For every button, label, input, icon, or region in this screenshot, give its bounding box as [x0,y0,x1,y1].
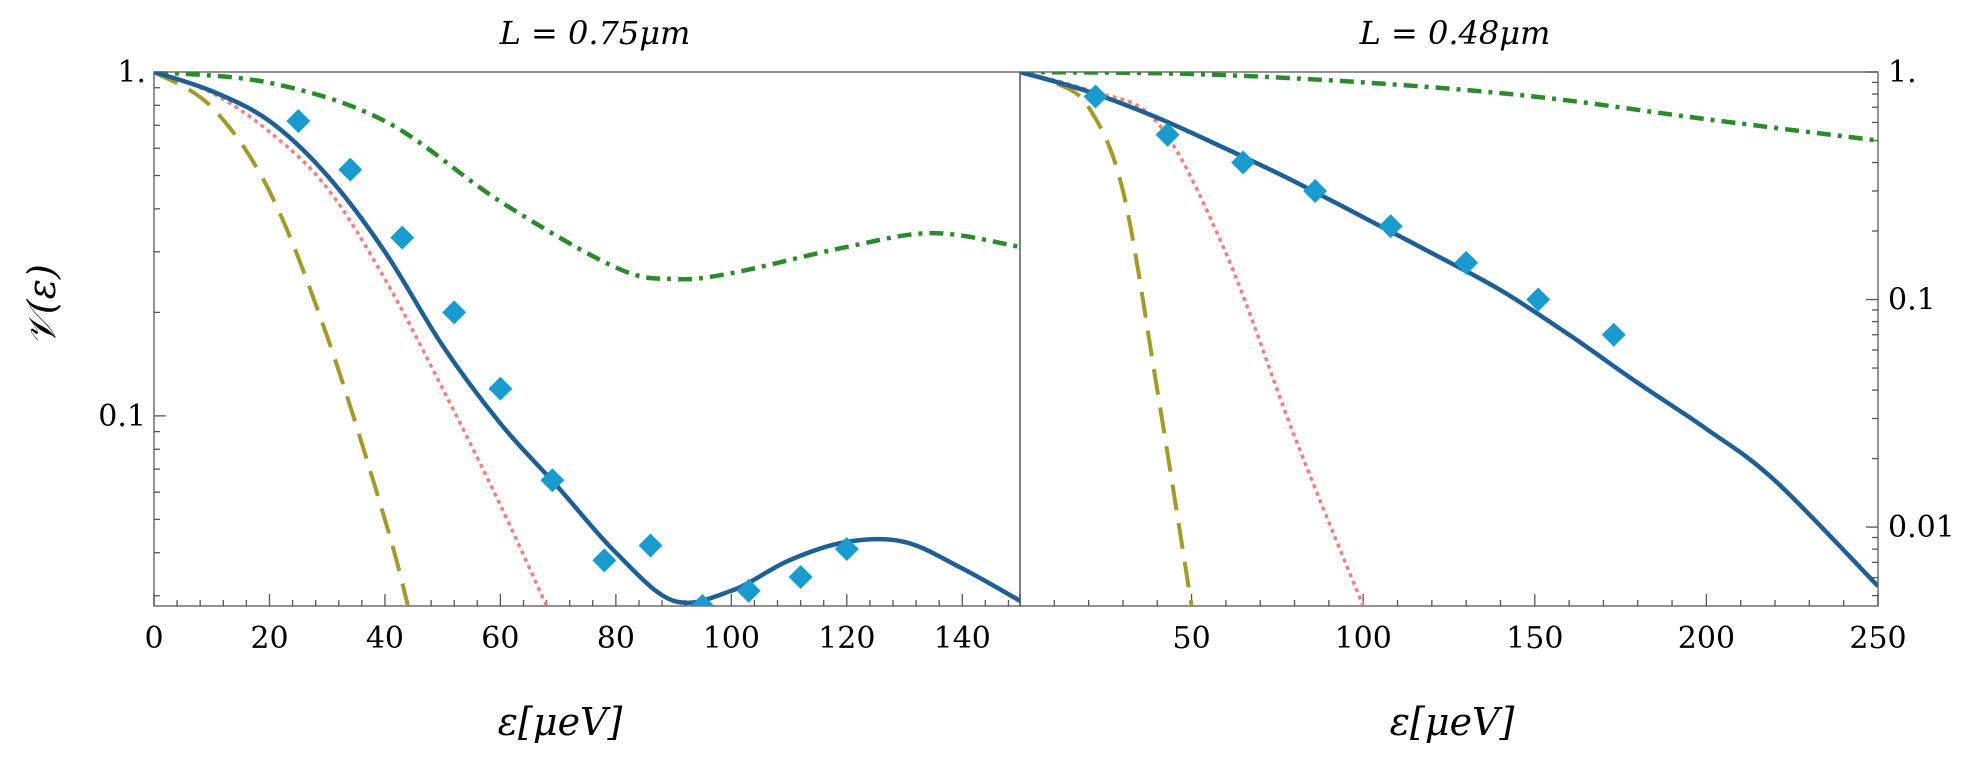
left-data-point [834,537,859,562]
left-data-point [736,578,761,603]
right-data-point [1601,322,1626,347]
right-y-tick-label: 0.01 [1888,510,1955,545]
left-x-axis-label: ε[μeV] [498,700,623,744]
left-x-tick-label: 20 [250,621,288,656]
left-series-solid [154,72,1020,606]
left-x-tick-label: 0 [144,621,163,656]
left-data-point [638,533,663,558]
left-y-tick-label: 1. [117,55,146,90]
left-plot-area [154,72,1020,606]
right-y-tick-label: 0.1 [1888,283,1936,318]
left-x-tick-label: 60 [481,621,519,656]
left-y-tick-label: 0.1 [98,399,146,434]
left-data-point [540,468,565,493]
left-panel-title: L = 0.75μm [499,14,691,52]
y-axis-label: 𝒱(ε) [20,264,64,346]
left-x-tick-label: 140 [934,621,991,656]
left-data-point [592,548,617,573]
right-series-solid [1020,72,1878,588]
left-series-dashed [154,72,410,606]
left-series-dash-dot [154,72,1020,282]
right-plot-frame [1019,71,1879,607]
left-x-tick-label: 80 [597,621,635,656]
right-x-tick-label: 250 [1849,621,1906,656]
right-data-point [1231,150,1256,175]
left-series-dotted [154,72,549,606]
right-data-point [1378,214,1403,239]
right-series-dashed [1020,72,1194,606]
left-data-point [788,565,813,590]
left-data-point [338,157,363,182]
right-x-tick-label: 100 [1335,621,1392,656]
right-series-dash-dot [1020,72,1878,143]
left-x-tick-label: 40 [366,621,404,656]
right-y-tick-label: 1. [1888,55,1917,90]
left-plot-frame [153,71,1021,607]
left-x-tick-label: 100 [703,621,760,656]
left-data-point [442,300,467,325]
left-data-point [488,376,513,401]
right-data-point [1083,84,1108,109]
left-panel: 0 20 40 60 80 100 120 140 1. 0.1 [98,55,1021,656]
right-data-point [1303,178,1328,203]
right-x-tick-label: 50 [1173,621,1211,656]
right-x-tick-label: 150 [1506,621,1563,656]
left-data-point [286,109,311,134]
right-data-point [1526,287,1551,312]
right-series-dotted [1020,72,1365,606]
right-data-point [1454,250,1479,275]
right-panel-title: L = 0.48μm [1359,14,1551,52]
left-x-tick-label: 120 [818,621,875,656]
right-data-point [1155,122,1180,147]
right-panel: 50 100 150 200 250 1. 0.1 0.01 [1019,55,1955,656]
right-x-tick-label: 200 [1678,621,1735,656]
left-data-point [690,594,715,606]
left-data-point [390,225,415,250]
right-plot-area [1020,72,1878,606]
right-x-axis-label: ε[μeV] [1390,700,1515,744]
